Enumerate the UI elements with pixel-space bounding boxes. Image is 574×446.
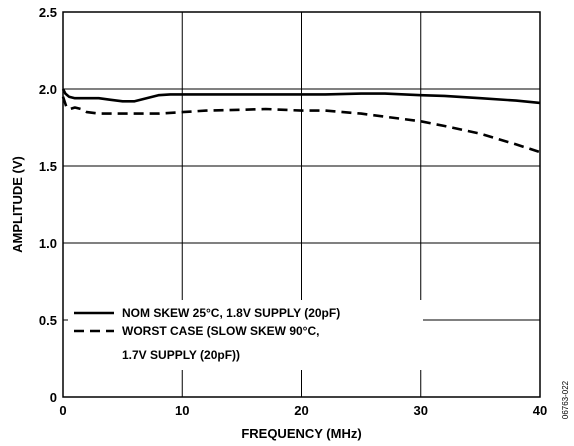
x-tick-label-1: 10 <box>175 403 189 418</box>
x-tick-label-3: 30 <box>414 403 428 418</box>
plot-frame <box>62 11 541 398</box>
y-tick-label-3: 1.5 <box>39 159 57 174</box>
legend-entry-1-line-0: WORST CASE (SLOW SKEW 90°C, <box>122 324 319 338</box>
y-tick-label-2: 1.0 <box>39 236 57 251</box>
y-tick-label-0: 0 <box>50 390 57 405</box>
figure-id-label: 06763-022 <box>561 380 570 419</box>
x-tick-label-4: 40 <box>533 403 547 418</box>
x-tick-label-0: 0 <box>59 403 66 418</box>
legend-entry-0-line-0: NOM SKEW 25°C, 1.8V SUPPLY (20pF) <box>122 306 340 320</box>
x-axis-tick-labels: 0 10 20 30 40 <box>59 403 547 418</box>
legend: NOM SKEW 25°C, 1.8V SUPPLY (20pF) WORST C… <box>68 300 423 370</box>
y-axis-title: AMPLITUDE (V) <box>10 156 25 253</box>
data-series <box>61 88 541 154</box>
legend-entry-1-line-1: 1.7V SUPPLY (20pF)) <box>122 348 240 362</box>
legend-background <box>68 300 423 370</box>
series-line-nominal <box>61 88 541 105</box>
x-tick-label-2: 20 <box>294 403 308 418</box>
series-line-worst-case <box>61 96 541 154</box>
y-tick-label-5: 2.5 <box>39 5 57 20</box>
y-axis-tick-labels: 0 0.5 1.0 1.5 2.0 2.5 <box>39 5 57 405</box>
y-tick-label-4: 2.0 <box>39 82 57 97</box>
x-axis-title: FREQUENCY (MHz) <box>241 426 361 441</box>
y-tick-label-1: 0.5 <box>39 313 57 328</box>
